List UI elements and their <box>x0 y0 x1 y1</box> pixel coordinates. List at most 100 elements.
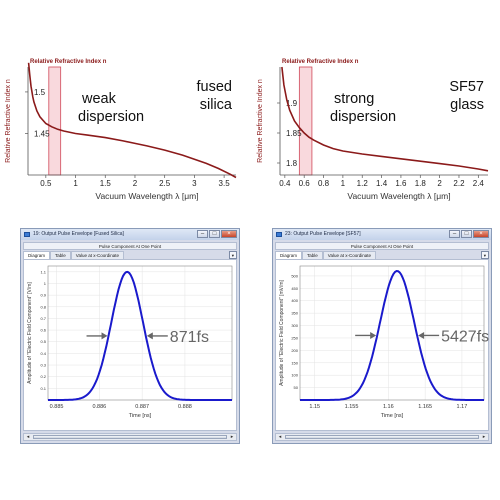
pulse-envelope-line <box>48 270 232 401</box>
horizontal-scrollbar[interactable]: ◂ ▸ <box>23 433 237 441</box>
tab-table[interactable]: Table <box>50 251 71 259</box>
close-button[interactable]: × <box>221 230 237 238</box>
maximize-button[interactable]: □ <box>461 230 472 238</box>
minimize-button[interactable]: – <box>197 230 208 238</box>
tab-value-at-x[interactable]: Value at x-Coordinate <box>322 251 376 259</box>
chart-title: Relative Refractive Index n <box>282 59 359 65</box>
close-button[interactable]: × <box>473 230 489 238</box>
x-tick-label: 2.4 <box>473 179 485 188</box>
pulse-plot-fused-silica: 0.1 0.2 0.3 0.4 0.5 0.6 0.7 0.8 0.9 1 1.1 0.885 0.88… <box>27 265 233 419</box>
fwhm-label: 5427fs <box>441 328 489 345</box>
scroll-right-icon[interactable]: ▸ <box>230 434 234 440</box>
view-tabs: Diagram Table Value at x-Coordinate ▾ <box>23 251 237 259</box>
fwhm-arrow-left-icon <box>370 331 377 339</box>
pulse-subtitle: Pulse Component At One Point <box>23 242 237 250</box>
tab-dropdown-arrow-icon[interactable]: ▾ <box>228 251 237 259</box>
refractive-index-chart-sf57: Relative Refractive Index n 0.4 0.6 0.8 1 1.2… <box>252 55 500 205</box>
refractive-index-plot-fused-silica: Relative Refractive Index n 0.5 1 1.5 2 2.5 3 3… <box>5 59 237 201</box>
refractive-index-line <box>281 66 489 172</box>
y-tick-label: 300 <box>291 323 298 328</box>
x-tick-label: 1.5 <box>100 179 112 188</box>
fwhm-arrow-right-icon <box>146 332 153 340</box>
y-tick-label: 0.3 <box>40 363 46 368</box>
y-tick-label: 1 <box>44 281 47 286</box>
y-tick-label: 1.45 <box>34 129 50 138</box>
fwhm-label: 871fs <box>170 329 209 346</box>
annotation-right-line2: glass <box>450 97 484 113</box>
horizontal-scrollbar[interactable]: ◂ ▸ <box>275 433 489 441</box>
y-tick-label: 100 <box>291 373 298 378</box>
tab-diagram[interactable]: Diagram <box>23 251 51 259</box>
scroll-left-icon[interactable]: ◂ <box>278 434 282 440</box>
scroll-right-icon[interactable]: ▸ <box>482 434 486 440</box>
fwhm-arrow-left-icon <box>101 332 108 340</box>
x-tick-label: 2.2 <box>453 179 465 188</box>
y-tick-label: 1.5 <box>34 88 46 97</box>
y-tick-label: 150 <box>291 360 298 365</box>
y-tick-label: 0.5 <box>40 339 46 344</box>
chart-title: Relative Refractive Index n <box>30 59 107 65</box>
y-tick-label: 0.8 <box>40 304 46 309</box>
pulse-subtitle: Pulse Component At One Point <box>275 242 489 250</box>
pulse-envelope-window-fused-silica: 19: Output Pulse Envelope [Fused Silica]… <box>20 228 240 444</box>
x-tick-label: 1.17 <box>457 404 468 410</box>
x-tick-label: 1.6 <box>395 179 407 188</box>
tab-dropdown-arrow-icon[interactable]: ▾ <box>480 251 489 259</box>
view-tabs: Diagram Table Value at x-Coordinate ▾ <box>275 251 489 259</box>
y-tick-label: 1.1 <box>40 269 46 274</box>
x-tick-label: 1.2 <box>357 179 369 188</box>
x-tick-label: 1.8 <box>415 179 427 188</box>
x-tick-label: 0.888 <box>178 404 192 410</box>
y-tick-label: 0.1 <box>40 386 46 391</box>
annotation-left-line2: dispersion <box>330 109 396 125</box>
scroll-left-icon[interactable]: ◂ <box>26 434 30 440</box>
window-title-bar[interactable]: 23: Output Pulse Envelope [SF57] <box>273 229 491 240</box>
x-tick-label: 0.6 <box>299 179 311 188</box>
x-tick-label: 2.5 <box>159 179 171 188</box>
y-tick-label: 50 <box>294 385 299 390</box>
x-tick-label: 0.887 <box>135 404 149 410</box>
plot-frame <box>299 265 485 401</box>
x-tick-label: 1.165 <box>418 404 432 410</box>
window-controls: – □ × <box>197 230 237 238</box>
pulse-plot-area: 0.1 0.2 0.3 0.4 0.5 0.6 0.7 0.8 0.9 1 1.1 0.885 0.88… <box>23 259 237 431</box>
plot-frame <box>47 265 233 401</box>
tab-table[interactable]: Table <box>302 251 323 259</box>
window-title-bar[interactable]: 19: Output Pulse Envelope [Fused Silica] <box>21 229 239 240</box>
y-tick-label: 350 <box>291 311 298 316</box>
scrollbar-thumb[interactable] <box>285 435 479 439</box>
x-tick-label: 1 <box>341 179 346 188</box>
pulse-plot-sf57: 50 100 150 200 250 300 350 400 450 500 1.15 1.155 1.… <box>279 265 489 419</box>
y-tick-label: 400 <box>291 298 298 303</box>
x-tick-label: 3.5 <box>219 179 231 188</box>
x-axis-label: Time [ns] <box>381 413 404 419</box>
x-axis-label: Time [ns] <box>129 413 152 419</box>
window-title: 19: Output Pulse Envelope [Fused Silica] <box>33 231 124 237</box>
y-axis-label: Amplitude of "Electric Field Component" … <box>279 279 285 385</box>
x-tick-label: 0.886 <box>92 404 106 410</box>
y-axis-label: Relative Refractive Index n <box>5 79 12 163</box>
tab-value-at-x[interactable]: Value at x-Coordinate <box>70 251 124 259</box>
x-tick-label: 0.4 <box>279 179 291 188</box>
maximize-button[interactable]: □ <box>209 230 220 238</box>
pulse-envelope-line <box>300 269 484 401</box>
tab-diagram[interactable]: Diagram <box>275 251 303 259</box>
refractive-index-line <box>27 62 237 179</box>
y-tick-label: 0.4 <box>40 351 46 356</box>
y-tick-label: 1.85 <box>286 129 302 138</box>
y-tick-label: 0.7 <box>40 316 46 321</box>
annotation-right-line2: silica <box>200 97 233 113</box>
y-tick-label: 450 <box>291 286 298 291</box>
refractive-index-chart-fused-silica: Relative Refractive Index n 0.5 1 1.5 2 2.5 3 3… <box>0 55 248 205</box>
x-tick-label: 2 <box>133 179 138 188</box>
scrollbar-thumb[interactable] <box>33 435 227 439</box>
x-tick-label: 2 <box>437 179 442 188</box>
x-tick-label: 1.16 <box>383 404 394 410</box>
minimize-button[interactable]: – <box>449 230 460 238</box>
x-tick-label: 0.885 <box>50 404 64 410</box>
y-tick-label: 250 <box>291 335 298 340</box>
x-tick-label: 1.155 <box>345 404 359 410</box>
x-tick-label: 1.15 <box>309 404 320 410</box>
y-axis-label: Relative Refractive Index n <box>257 79 264 163</box>
x-tick-label: 1.4 <box>376 179 388 188</box>
